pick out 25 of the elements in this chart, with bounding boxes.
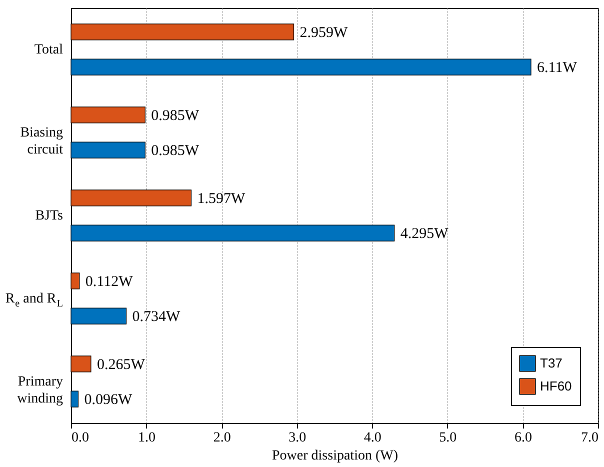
data-label: 6.11W bbox=[536, 60, 578, 76]
x-tick-label: 5.0 bbox=[439, 430, 457, 446]
x-tick-label: 1.0 bbox=[138, 430, 156, 446]
x-tick-label: 2.0 bbox=[213, 430, 231, 446]
x-tick-label: 0.0 bbox=[72, 430, 89, 446]
y-tick-label: Biasing circuit bbox=[20, 126, 64, 158]
y-tick-label: Primary winding bbox=[17, 374, 63, 406]
y-tick-label: BJTs bbox=[35, 208, 63, 224]
data-label: 0.265W bbox=[96, 356, 146, 373]
x-tick-label: 4.0 bbox=[364, 430, 382, 446]
data-label: 0.096W bbox=[84, 392, 133, 408]
y-tick-label: Total bbox=[34, 42, 64, 58]
x-axis-title: Power dissipation (W) bbox=[272, 448, 398, 464]
data-label: 0.985W bbox=[151, 143, 200, 160]
legend-label: HF60 bbox=[540, 378, 572, 394]
data-label: 4.295W bbox=[400, 226, 450, 242]
legend-label: T37 bbox=[540, 356, 562, 370]
x-tick-label: 3.0 bbox=[288, 430, 306, 446]
data-label: 2.959W bbox=[300, 24, 349, 41]
data-label: 0.734W bbox=[132, 309, 182, 326]
x-tick-label: 6.0 bbox=[514, 430, 532, 446]
x-tick-label: 7.0 bbox=[581, 430, 598, 446]
data-label: 0.112W bbox=[85, 274, 134, 290]
data-label: 0.985W bbox=[151, 108, 200, 124]
data-label: 1.597W bbox=[197, 190, 246, 207]
